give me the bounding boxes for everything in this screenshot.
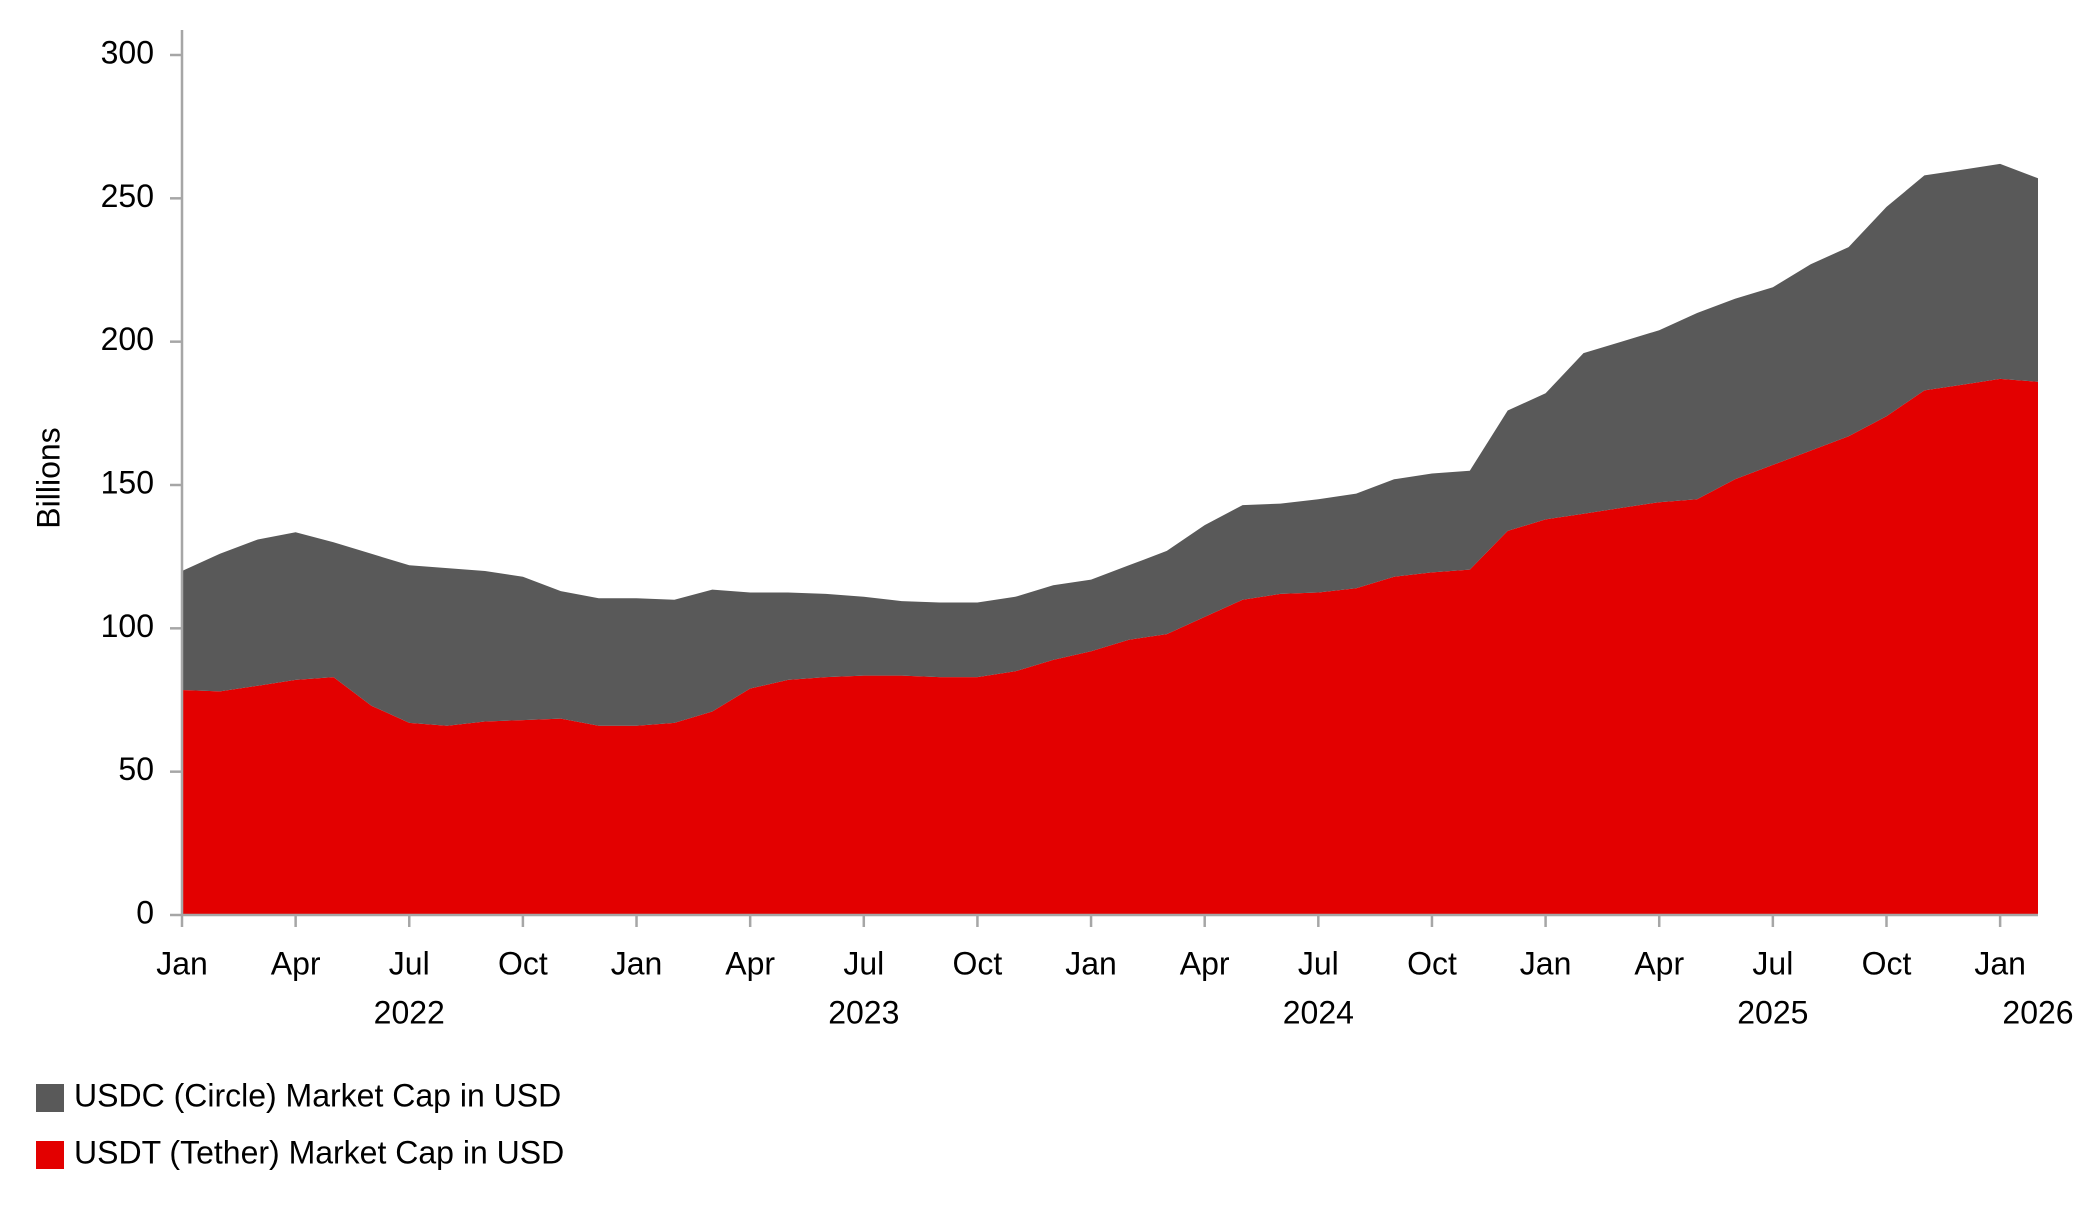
x-tick-label: Oct bbox=[1407, 945, 1457, 981]
year-label: 2024 bbox=[1283, 994, 1354, 1030]
x-tick-label: Oct bbox=[498, 945, 548, 981]
y-tick-label: 250 bbox=[101, 178, 154, 214]
x-tick-label: Jul bbox=[843, 945, 884, 981]
x-tick-label: Jan bbox=[156, 945, 208, 981]
year-label: 2022 bbox=[374, 994, 445, 1030]
legend-label: USDC (Circle) Market Cap in USD bbox=[74, 1077, 561, 1113]
x-tick-label: Jan bbox=[611, 945, 663, 981]
legend-swatch bbox=[36, 1084, 64, 1112]
x-tick-label: Apr bbox=[1634, 945, 1684, 981]
year-label: 2025 bbox=[1737, 994, 1808, 1030]
area bbox=[182, 378, 2038, 915]
x-tick-label: Jul bbox=[1298, 945, 1339, 981]
x-tick-label: Apr bbox=[725, 945, 775, 981]
x-tick-label: Oct bbox=[1862, 945, 1912, 981]
y-tick-label: 150 bbox=[101, 464, 154, 500]
x-tick-label: Jan bbox=[1974, 945, 2026, 981]
x-tick-label: Jan bbox=[1520, 945, 1572, 981]
y-tick-label: 100 bbox=[101, 608, 154, 644]
legend-label: USDT (Tether) Market Cap in USD bbox=[74, 1134, 564, 1170]
y-tick-label: 200 bbox=[101, 321, 154, 357]
area bbox=[182, 163, 2038, 726]
legend-swatch bbox=[36, 1141, 64, 1169]
x-tick-label: Jan bbox=[1065, 945, 1117, 981]
year-label: 2026 bbox=[2002, 994, 2073, 1030]
x-tick-label: Jul bbox=[389, 945, 430, 981]
y-axis-label: Billions bbox=[30, 427, 66, 528]
y-tick-label: 50 bbox=[118, 751, 154, 787]
year-label: 2023 bbox=[828, 994, 899, 1030]
x-tick-label: Oct bbox=[953, 945, 1003, 981]
y-tick-label: 300 bbox=[101, 34, 154, 70]
x-tick-label: Apr bbox=[1180, 945, 1230, 981]
x-tick-label: Jul bbox=[1752, 945, 1793, 981]
x-tick-label: Apr bbox=[271, 945, 321, 981]
y-tick-label: 0 bbox=[136, 894, 154, 930]
